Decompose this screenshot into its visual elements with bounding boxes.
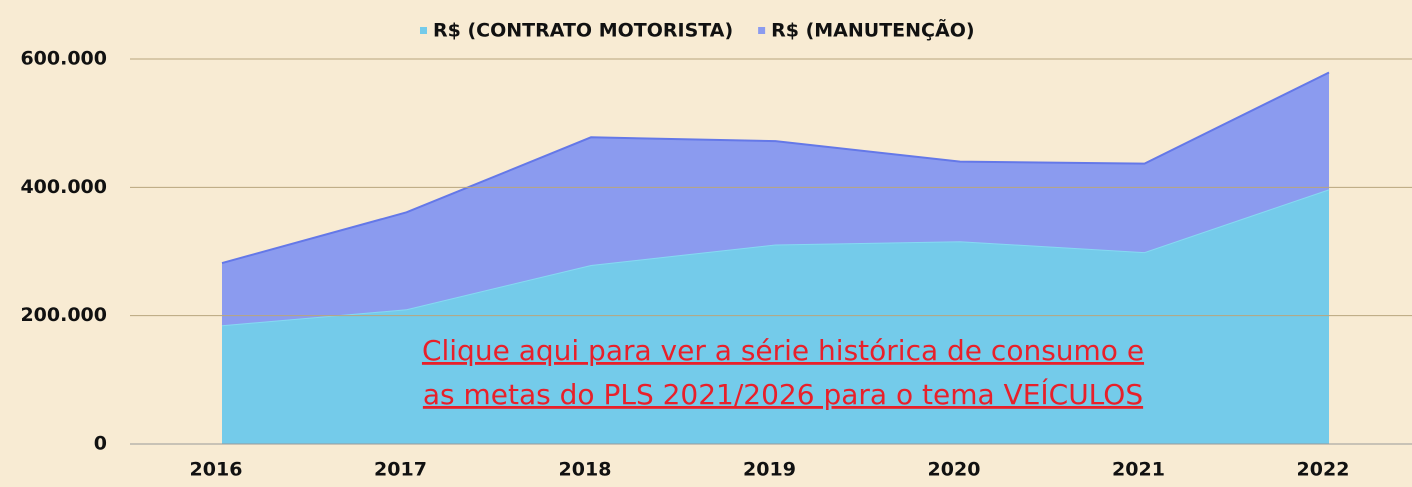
y-tick-label: 600.000 <box>20 48 107 70</box>
area <box>222 72 1329 326</box>
legend-label: R$ (MANUTENÇÃO) <box>771 18 974 42</box>
legend-swatch <box>758 27 766 34</box>
area <box>222 189 1329 444</box>
y-tick-label: 200.000 <box>20 304 107 326</box>
x-tick-label: 2022 <box>1297 459 1350 481</box>
link-line[interactable]: Clique aqui para ver a série histórica d… <box>422 334 1144 367</box>
y-tick-label: 0 <box>94 433 107 455</box>
x-tick-label: 2016 <box>190 459 243 481</box>
area-edge <box>221 71 1330 265</box>
x-tick-label: 2018 <box>559 459 612 481</box>
plot-area <box>130 58 1412 445</box>
y-tick-label: 400.000 <box>20 176 107 198</box>
x-tick-label: 2017 <box>374 459 427 481</box>
legend: R$ (CONTRATO MOTORISTA) R$ (MANUTENÇÃO) <box>420 18 975 42</box>
x-tick-label: 2020 <box>928 459 981 481</box>
x-tick-label: 2019 <box>743 459 796 481</box>
link-line[interactable]: as metas do PLS 2021/2026 para o tema VE… <box>423 377 1143 411</box>
pls-link[interactable]: Clique aqui para ver a série histórica d… <box>422 334 1144 411</box>
x-tick-label: 2021 <box>1112 459 1165 481</box>
legend-swatch <box>420 27 427 34</box>
legend-label: R$ (CONTRATO MOTORISTA) <box>433 20 733 42</box>
